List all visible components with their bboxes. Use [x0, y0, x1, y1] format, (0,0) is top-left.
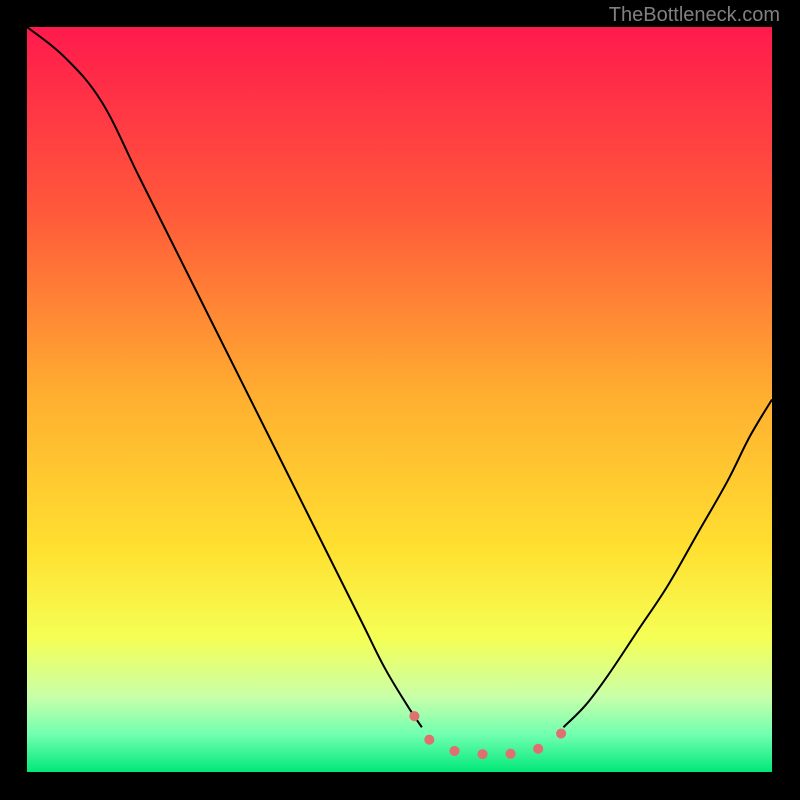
chart-svg: [0, 0, 800, 800]
dashed-valley: [414, 712, 578, 754]
curve-left: [27, 27, 422, 727]
curve-right: [563, 400, 772, 728]
watermark-text: TheBottleneck.com: [609, 4, 780, 27]
